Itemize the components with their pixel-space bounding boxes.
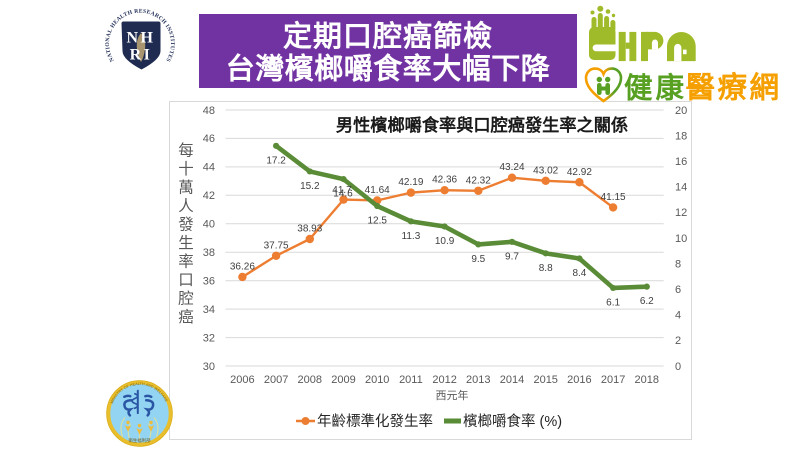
svg-text:十: 十 [178,160,194,178]
svg-text:8.4: 8.4 [572,268,586,279]
svg-text:西元年: 西元年 [436,388,469,402]
svg-text:醫療網: 醫療網 [686,71,782,105]
svg-text:2007: 2007 [264,374,288,386]
svg-text:34: 34 [203,304,215,316]
svg-text:42.92: 42.92 [567,167,592,178]
svg-text:36: 36 [203,276,215,288]
svg-text:2010: 2010 [365,374,389,386]
svg-text:42.36: 42.36 [432,175,457,186]
svg-text:9.5: 9.5 [471,254,485,265]
svg-text:44: 44 [203,162,215,174]
svg-text:2016: 2016 [567,374,591,386]
svg-text:口: 口 [178,272,194,289]
svg-text:發: 發 [178,216,194,234]
svg-text:腔: 腔 [178,290,194,308]
svg-text:台灣檳榔嚼食率大幅下降: 台灣檳榔嚼食率大幅下降 [226,52,551,86]
svg-text:定期口腔癌篩檢: 定期口腔癌篩檢 [283,19,493,53]
svg-text:男性檳榔嚼食率與口腔癌發生率之關係: 男性檳榔嚼食率與口腔癌發生率之關係 [336,115,628,135]
svg-text:14: 14 [675,182,687,194]
svg-text:30: 30 [203,361,215,373]
svg-text:14.6: 14.6 [333,189,353,200]
svg-text:6: 6 [675,284,681,296]
svg-text:16: 16 [675,156,687,168]
svg-text:2011: 2011 [399,374,423,386]
svg-text:0: 0 [675,361,681,373]
svg-text:38: 38 [203,247,215,259]
svg-text:38.93: 38.93 [297,224,322,235]
svg-text:9.7: 9.7 [505,251,519,262]
svg-text:4: 4 [675,310,681,322]
svg-text:2015: 2015 [533,374,557,386]
svg-text:41.7: 41.7 [332,185,352,196]
svg-text:年齡標準化發生率: 年齡標準化發生率 [317,413,433,430]
svg-text:37.75: 37.75 [264,240,289,251]
svg-text:15.2: 15.2 [300,181,320,192]
svg-text:32: 32 [203,332,215,344]
svg-text:檳榔嚼食率 (%): 檳榔嚼食率 (%) [463,413,562,430]
svg-text:10: 10 [675,233,687,245]
svg-text:41.15: 41.15 [601,192,626,203]
svg-text:萬: 萬 [178,179,194,197]
svg-text:48: 48 [203,105,215,117]
svg-text:2013: 2013 [466,374,490,386]
svg-text:42.19: 42.19 [398,177,423,188]
svg-text:36.26: 36.26 [230,262,255,273]
svg-text:2: 2 [675,335,681,347]
svg-text:10.9: 10.9 [435,236,455,247]
svg-text:12.5: 12.5 [367,216,387,227]
svg-text:42.32: 42.32 [466,175,491,186]
svg-text:人: 人 [178,197,194,215]
svg-text:每: 每 [178,142,194,160]
svg-text:RI: RI [130,47,153,64]
svg-text:8: 8 [675,258,681,270]
svg-text:17.2: 17.2 [266,155,286,166]
svg-text:43.24: 43.24 [499,162,524,173]
svg-text:癌: 癌 [178,308,194,326]
svg-text:2017: 2017 [601,374,625,386]
svg-text:12: 12 [675,207,687,219]
svg-text:衛生福利部: 衛生福利部 [129,437,152,444]
svg-text:42: 42 [203,190,215,202]
svg-text:2018: 2018 [635,374,659,386]
svg-text:41.64: 41.64 [365,185,390,196]
svg-text:18: 18 [675,130,687,142]
svg-text:NH: NH [127,30,156,47]
svg-text:率: 率 [178,253,194,271]
svg-text:43.02: 43.02 [533,165,558,176]
svg-text:6.2: 6.2 [640,296,654,307]
svg-text:20: 20 [675,105,687,117]
svg-text:2012: 2012 [432,374,456,386]
svg-text:46: 46 [203,133,215,145]
svg-text:2006: 2006 [230,374,254,386]
svg-text:8.8: 8.8 [539,263,553,274]
svg-text:40: 40 [203,219,215,231]
svg-text:2009: 2009 [331,374,355,386]
svg-text:生: 生 [178,234,194,252]
svg-text:健康: 健康 [624,72,687,105]
svg-text:11.3: 11.3 [402,231,421,242]
svg-text:2008: 2008 [298,374,322,386]
svg-text:2014: 2014 [500,374,524,386]
svg-text:6.1: 6.1 [606,297,620,308]
